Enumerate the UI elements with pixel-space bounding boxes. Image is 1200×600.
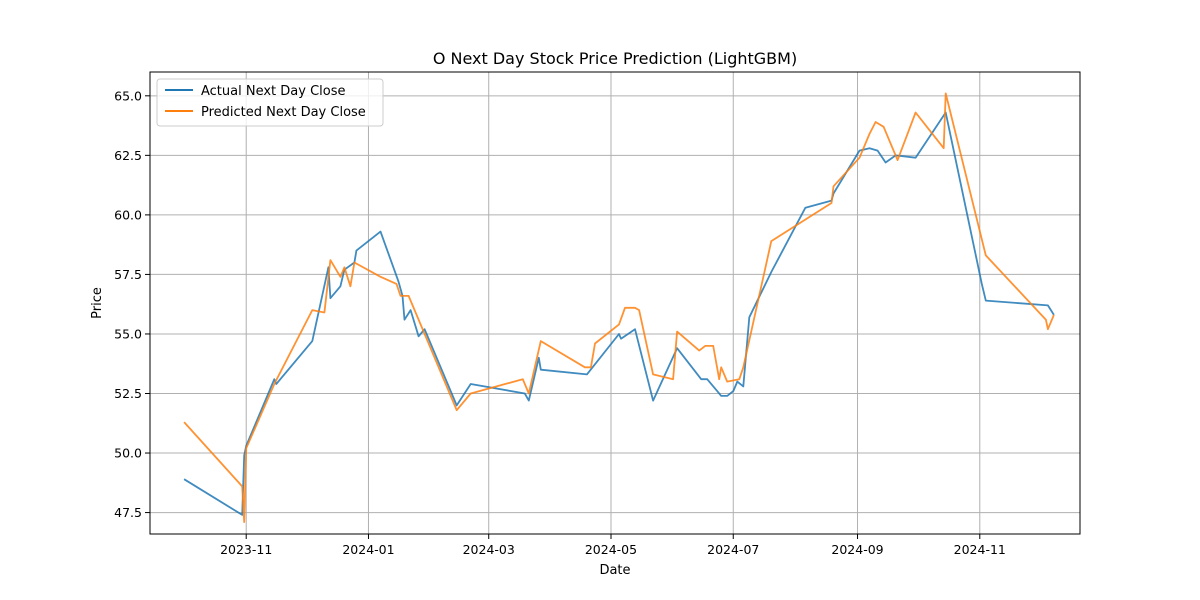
y-tick-label: 47.5: [114, 505, 142, 520]
predicted-close-line: [183, 92, 1055, 523]
axes-frame: [149, 71, 1081, 535]
x-tick-label: 2024-03: [463, 542, 515, 557]
y-tick-label: 62.5: [114, 148, 142, 163]
y-tick-label: 65.0: [114, 88, 142, 103]
x-tick-label: 2024-05: [585, 542, 637, 557]
y-tick-label: 50.0: [114, 446, 142, 461]
y-tick-label: 60.0: [114, 207, 142, 222]
x-tick-label: 2024-11: [954, 542, 1006, 557]
x-tick-label: 2023-11: [220, 542, 272, 557]
legend-label-actual: Actual Next Day Close: [201, 84, 346, 99]
legend-label-predicted: Predicted Next Day Close: [201, 105, 366, 120]
y-tick-label: 52.5: [114, 386, 142, 401]
legend: Actual Next Day Close Predicted Next Day…: [156, 78, 384, 127]
x-axis-label: Date: [599, 563, 630, 578]
chart-title: O Next Day Stock Price Prediction (Light…: [433, 49, 797, 68]
y-tick-label: 55.0: [114, 326, 142, 341]
y-axis-ticks: 47.5 50.0 52.5 55.0 57.5 60.0 62.5 65.0: [114, 88, 150, 520]
grid: [150, 72, 1080, 534]
legend-box: [156, 78, 384, 127]
y-axis-label: Price: [90, 287, 105, 319]
x-tick-label: 2024-09: [831, 542, 883, 557]
x-axis-ticks: 2023-11 2024-01 2024-03 2024-05 2024-07 2024-…: [220, 534, 1006, 557]
y-tick-label: 57.5: [114, 267, 142, 282]
x-tick-label: 2024-01: [342, 542, 394, 557]
actual-close-line: [183, 111, 1055, 516]
series-layer: [183, 92, 1055, 523]
x-tick-label: 2024-07: [707, 542, 759, 557]
